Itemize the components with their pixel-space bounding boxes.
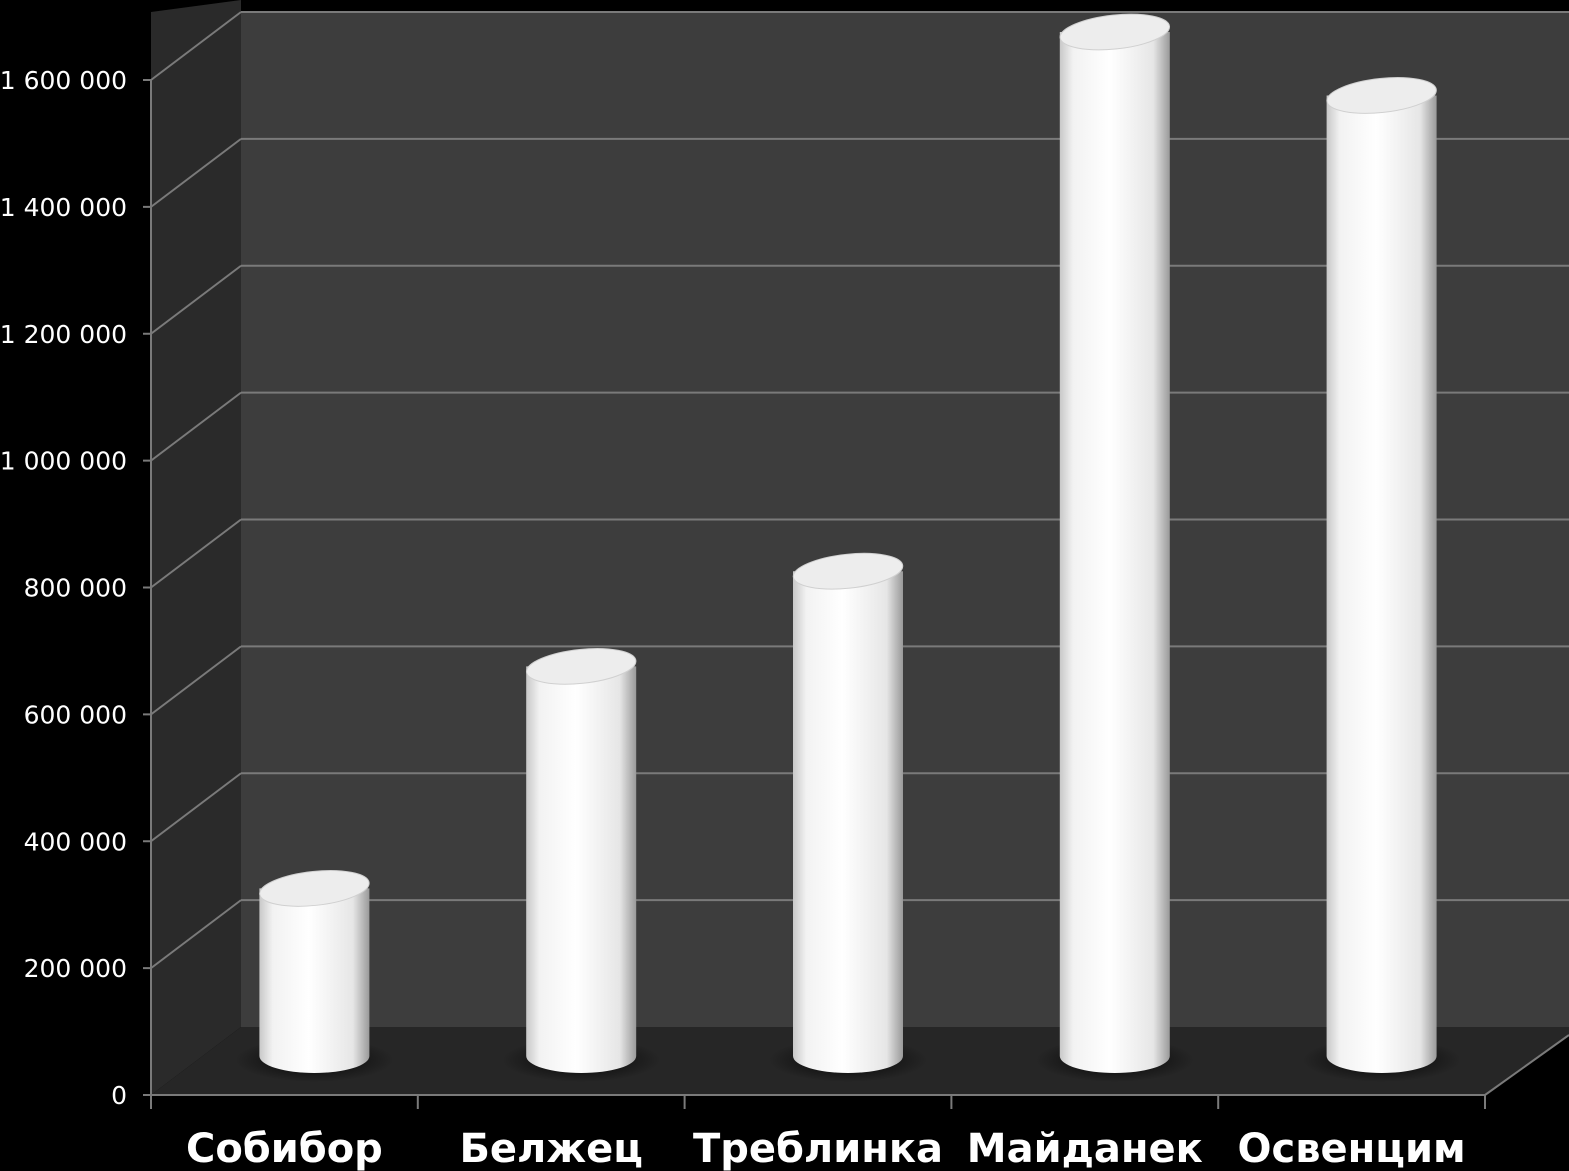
side-wall — [151, 0, 241, 1095]
bar — [792, 552, 904, 1073]
y-tick-label: 0 — [111, 1081, 127, 1110]
y-tick-label: 400 000 — [24, 827, 127, 856]
gridline-side — [150, 11, 242, 81]
y-tick-label: 1 400 000 — [0, 193, 127, 222]
bar-top — [1326, 77, 1437, 114]
gridline-side — [150, 138, 242, 208]
gridline-side — [150, 391, 242, 462]
gridline-side — [150, 518, 242, 589]
bar — [1326, 77, 1437, 1073]
bar — [1059, 13, 1171, 1073]
category-label: Собибор — [186, 1126, 383, 1171]
y-axis: 0 200 000 400 000 600 000 800 000 1 000 000 1 … — [0, 66, 152, 1110]
bars — [235, 13, 1461, 1083]
category-label: Майданек — [967, 1126, 1203, 1171]
bar-top — [259, 870, 370, 907]
gridline-side — [150, 645, 242, 716]
floor-edge — [1484, 1034, 1569, 1096]
gridline-side — [150, 264, 242, 335]
gridline-side — [150, 899, 242, 969]
y-tick-label: 200 000 — [24, 954, 127, 983]
y-tick-label: 600 000 — [24, 700, 127, 729]
bar-body — [793, 571, 903, 1073]
bar-body — [1326, 95, 1437, 1073]
bar-body — [1059, 32, 1170, 1073]
y-tick-label: 1 600 000 — [0, 66, 127, 95]
category-label: Белжец — [459, 1126, 643, 1171]
gridline-side — [150, 772, 242, 843]
bar-top — [792, 552, 904, 590]
y-tick-label: 800 000 — [24, 574, 127, 603]
bar-top — [1059, 13, 1171, 51]
y-tick-label: 1 000 000 — [0, 447, 127, 476]
bar-body — [526, 666, 637, 1073]
x-axis: Собибор Белжец Треблинка Майданек Освенцим — [150, 1034, 1569, 1171]
bar — [259, 870, 370, 1073]
y-tick-label: 1 200 000 — [0, 320, 127, 349]
bar — [525, 648, 637, 1073]
bar-top — [525, 648, 637, 685]
category-label: Освенцим — [1238, 1126, 1466, 1171]
category-label: Треблинка — [693, 1126, 943, 1171]
bar-body — [259, 888, 370, 1073]
